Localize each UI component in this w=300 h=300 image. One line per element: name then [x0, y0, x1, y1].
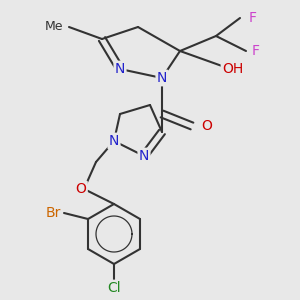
Text: O: O [76, 182, 86, 196]
Text: N: N [115, 62, 125, 76]
Text: N: N [157, 71, 167, 85]
Text: F: F [252, 44, 260, 58]
Text: N: N [139, 149, 149, 163]
Text: OH: OH [222, 62, 243, 76]
Text: N: N [109, 134, 119, 148]
Text: F: F [249, 11, 257, 25]
Text: Me: Me [44, 20, 63, 34]
Text: Cl: Cl [107, 281, 121, 295]
Text: Br: Br [46, 206, 61, 220]
Text: O: O [201, 119, 212, 133]
